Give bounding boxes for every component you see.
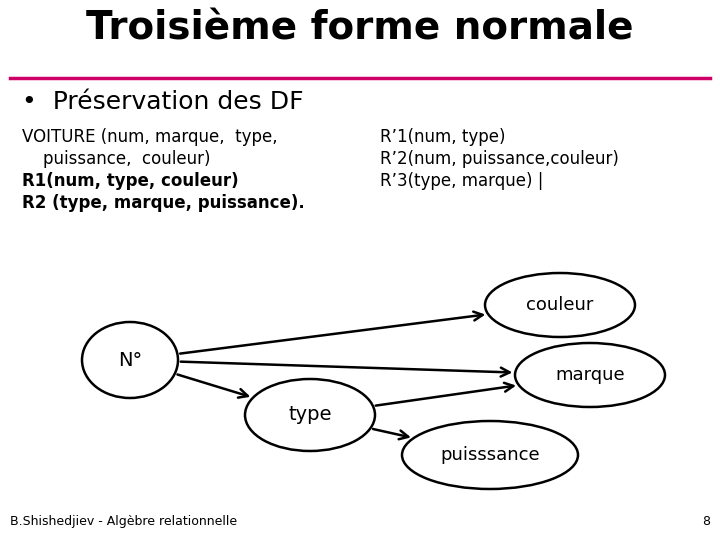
Text: Troisième forme normale: Troisième forme normale — [86, 10, 634, 48]
Ellipse shape — [245, 379, 375, 451]
Text: VOITURE (num, marque,  type,: VOITURE (num, marque, type, — [22, 128, 278, 146]
Text: R’2(num, puissance,couleur): R’2(num, puissance,couleur) — [380, 150, 619, 168]
Text: •  Préservation des DF: • Préservation des DF — [22, 90, 304, 114]
Ellipse shape — [402, 421, 578, 489]
Text: type: type — [288, 406, 332, 424]
Text: puisssance: puisssance — [440, 446, 540, 464]
Text: couleur: couleur — [526, 296, 594, 314]
Text: puissance,  couleur): puissance, couleur) — [22, 150, 210, 168]
Text: B.Shishedjiev - Algèbre relationnelle: B.Shishedjiev - Algèbre relationnelle — [10, 515, 237, 528]
Text: R’1(num, type): R’1(num, type) — [380, 128, 505, 146]
Text: N°: N° — [118, 350, 142, 369]
Text: R’3(type, marque) |: R’3(type, marque) | — [380, 172, 544, 190]
Text: R2 (type, marque, puissance).: R2 (type, marque, puissance). — [22, 194, 305, 212]
Text: 8: 8 — [702, 515, 710, 528]
Ellipse shape — [485, 273, 635, 337]
Ellipse shape — [82, 322, 178, 398]
Ellipse shape — [515, 343, 665, 407]
Text: marque: marque — [555, 366, 625, 384]
Text: R1(num, type, couleur): R1(num, type, couleur) — [22, 172, 238, 190]
